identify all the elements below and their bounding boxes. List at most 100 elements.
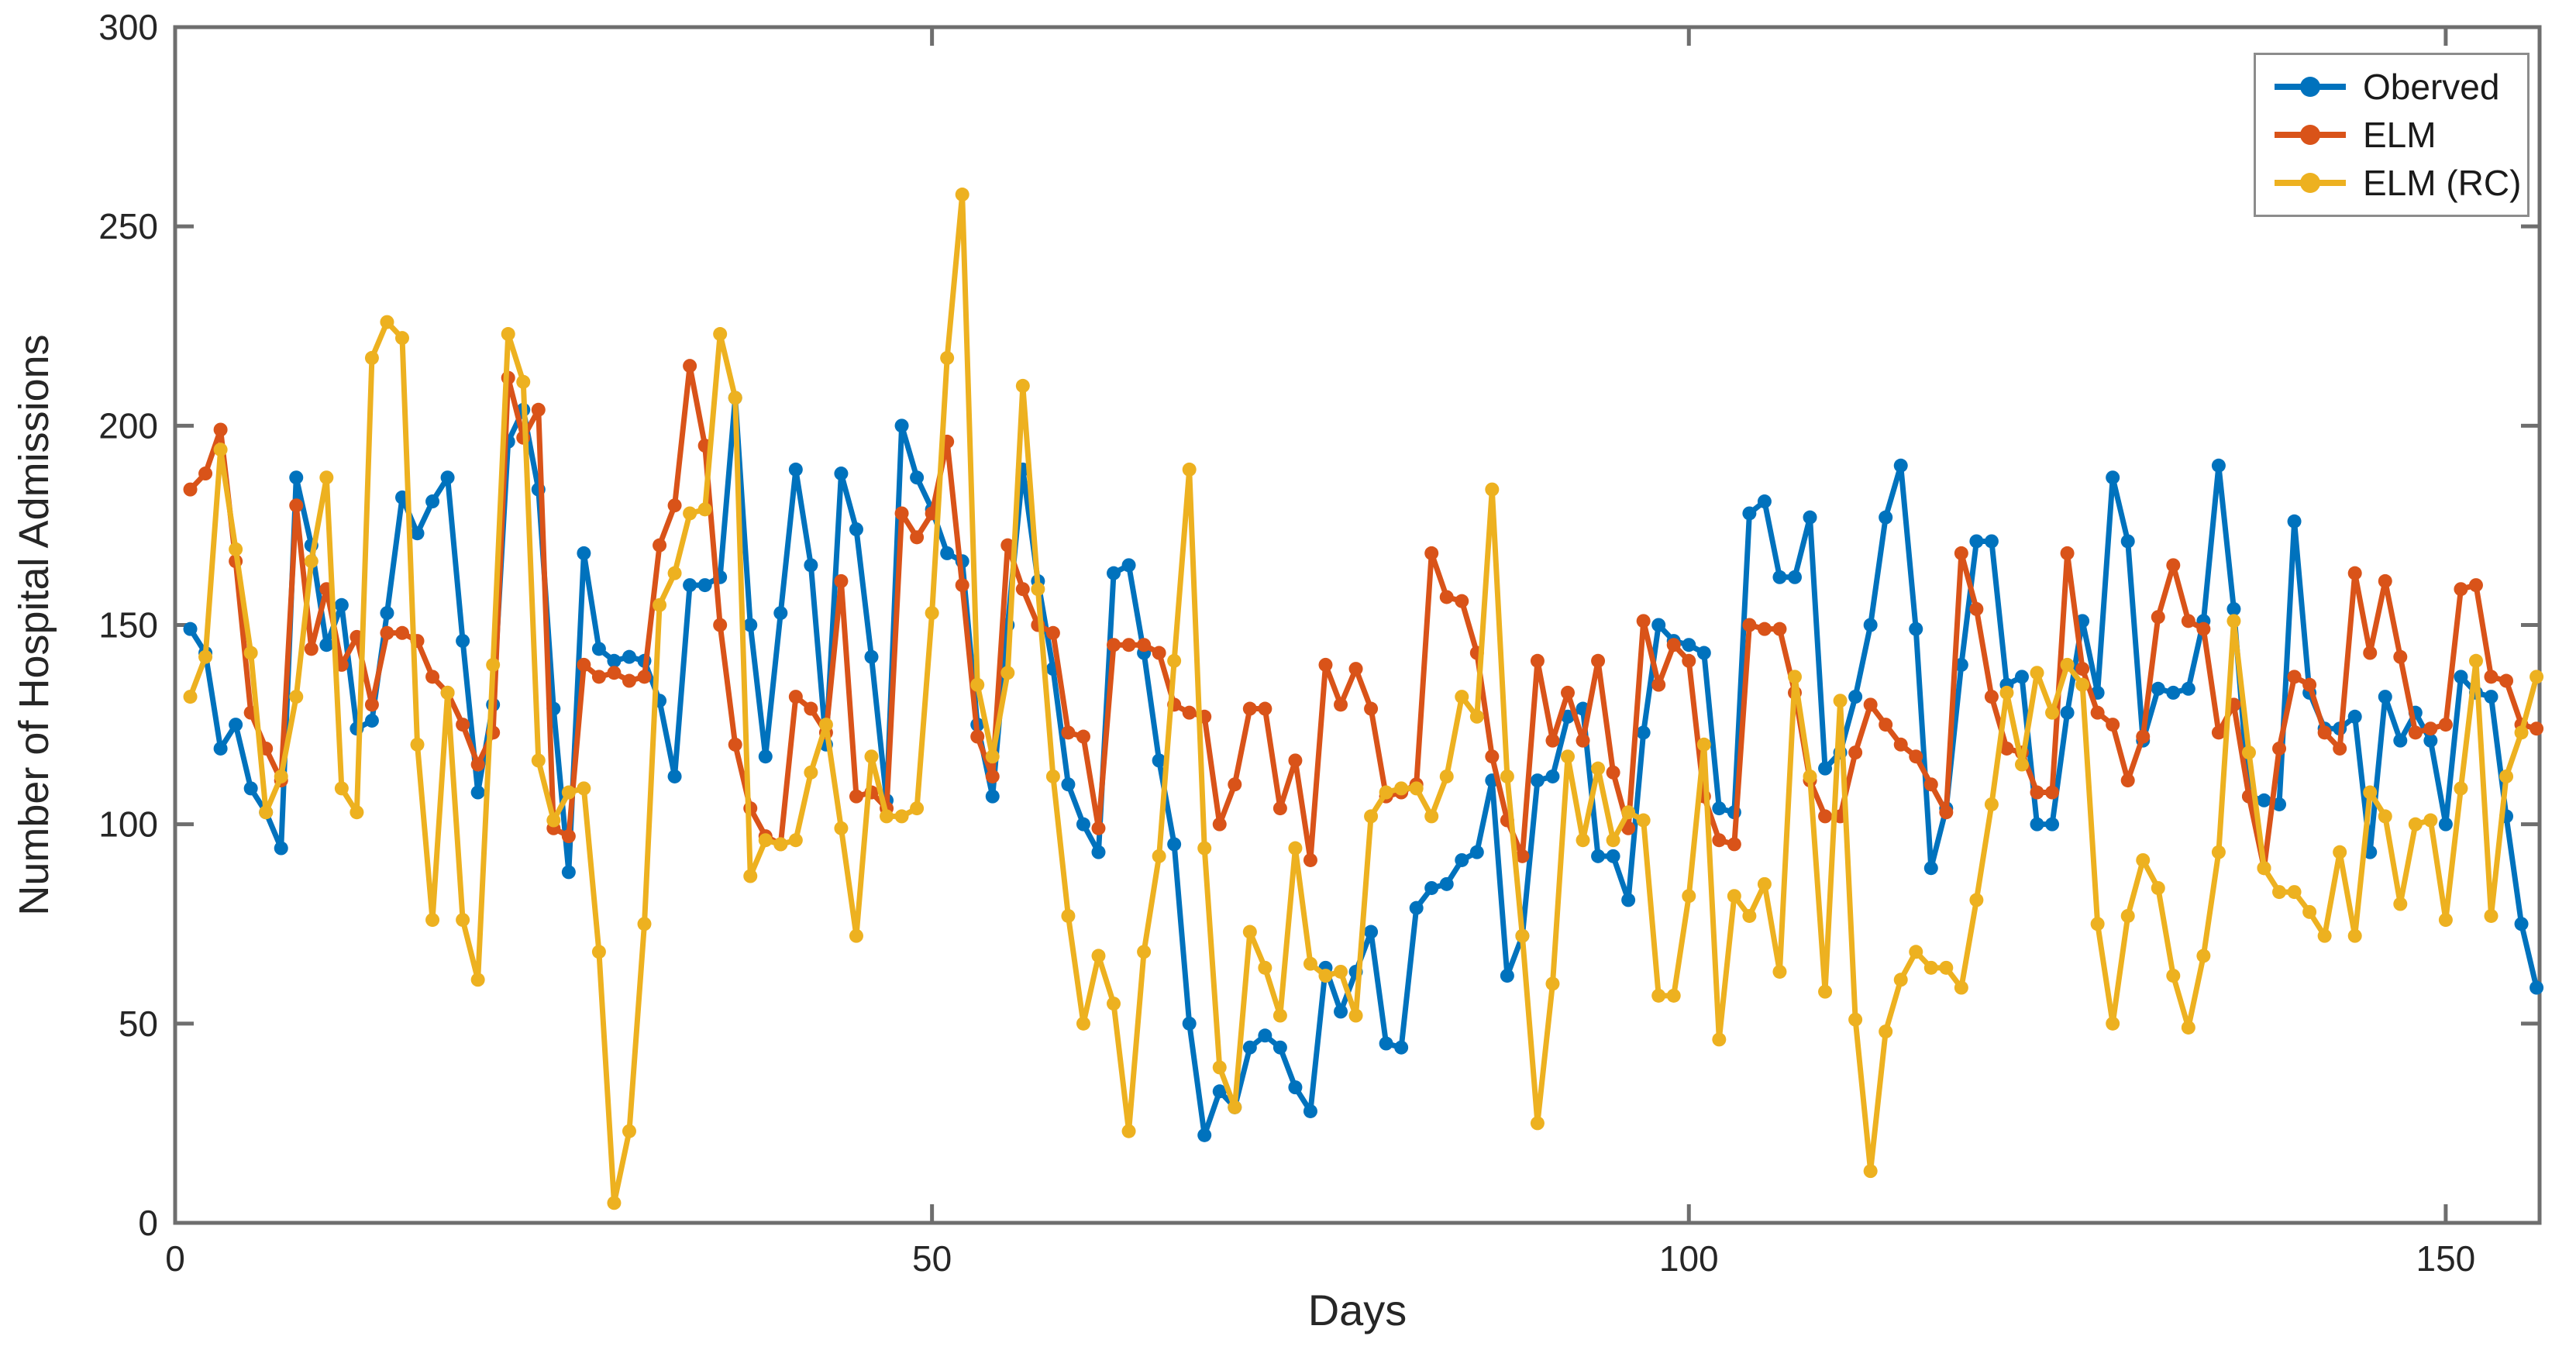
data-point: [637, 917, 652, 931]
data-point: [1772, 570, 1787, 584]
data-point: [1803, 769, 1817, 783]
data-point: [653, 597, 667, 612]
data-point: [1439, 876, 1454, 891]
data-point: [2257, 793, 2271, 807]
data-point: [229, 542, 243, 556]
data-point: [894, 506, 909, 521]
data-point: [213, 741, 228, 756]
data-point: [788, 690, 803, 704]
data-point: [229, 718, 243, 732]
legend-item-elm: ELM: [2275, 115, 2509, 155]
data-point: [2468, 653, 2483, 668]
data-point: [1439, 769, 1454, 783]
data-point: [910, 470, 925, 485]
data-point: [1682, 653, 1696, 668]
data-point: [1334, 697, 1348, 712]
data-point: [364, 350, 379, 365]
data-point: [2120, 534, 2135, 549]
data-point: [1364, 809, 1379, 824]
data-point: [788, 833, 803, 848]
data-point: [470, 757, 485, 772]
data-point: [2347, 709, 2362, 724]
data-point: [2241, 745, 2256, 760]
data-point: [1485, 482, 1500, 497]
data-point: [1803, 510, 1817, 525]
data-point: [864, 649, 879, 664]
data-point: [985, 749, 1000, 764]
data-point: [880, 809, 894, 824]
data-point: [743, 869, 758, 883]
data-point: [1682, 638, 1696, 653]
data-point: [894, 418, 909, 433]
data-point: [1485, 749, 1500, 764]
data-point: [243, 646, 258, 660]
data-point: [1242, 925, 1257, 939]
data-point: [1303, 1104, 1317, 1118]
data-point: [2393, 649, 2408, 664]
data-point: [1909, 749, 1923, 764]
data-point: [2317, 725, 2332, 740]
data-point: [1348, 662, 1363, 677]
data-point: [1863, 1164, 1878, 1179]
data-point: [1833, 694, 1848, 708]
data-point: [2272, 797, 2287, 811]
data-point: [818, 718, 833, 732]
data-point: [1621, 805, 1636, 820]
data-point: [2272, 741, 2287, 756]
data-point: [1015, 582, 1030, 597]
data-point: [1303, 852, 1317, 867]
data-point: [2272, 885, 2287, 900]
data-point: [274, 841, 288, 856]
data-point: [2454, 670, 2468, 684]
data-point: [394, 625, 409, 640]
data-point: [198, 467, 213, 481]
data-point: [1787, 670, 1802, 684]
data-point: [2106, 470, 2120, 485]
data-point: [1651, 677, 1666, 692]
data-point: [2287, 514, 2302, 529]
data-point: [849, 789, 863, 804]
data-point: [1318, 657, 1333, 672]
data-point: [2166, 558, 2181, 573]
data-point: [1621, 893, 1636, 907]
data-point: [289, 690, 304, 704]
data-point: [940, 350, 955, 365]
data-point: [501, 327, 515, 342]
data-point: [1121, 1124, 1136, 1138]
data-point: [2181, 614, 2195, 628]
data-point: [1045, 625, 1060, 640]
data-point: [2211, 458, 2226, 473]
data-point: [1455, 852, 1469, 867]
data-point: [728, 737, 742, 752]
data-point: [1561, 685, 1576, 700]
legend-item-observed: Oberved: [2275, 67, 2509, 107]
data-point: [1984, 534, 1999, 549]
data-point: [955, 188, 969, 202]
data-point: [925, 606, 939, 621]
elm-rc-line-swatch: [2275, 173, 2346, 193]
data-point: [1258, 701, 1273, 716]
data-point: [319, 470, 334, 485]
data-point: [1696, 737, 1711, 752]
legend-label-observed: Oberved: [2363, 66, 2500, 107]
data-point: [667, 498, 682, 513]
data-point: [1969, 601, 1984, 616]
data-point: [667, 566, 682, 580]
data-point: [1530, 1116, 1545, 1131]
data-point: [849, 928, 863, 943]
data-point: [1787, 570, 1802, 584]
data-point: [1242, 1040, 1257, 1055]
data-point: [410, 526, 425, 541]
data-point: [561, 865, 576, 880]
data-point: [1636, 813, 1651, 828]
x-axis-title: Days: [1308, 1286, 1407, 1334]
data-point: [1500, 969, 1514, 983]
y-axis-tick-label: 200: [98, 405, 158, 446]
data-point: [985, 789, 1000, 804]
data-point: [2499, 769, 2514, 783]
observed-line-swatch: [2275, 77, 2346, 97]
data-point: [2151, 610, 2165, 625]
data-point: [1712, 833, 1727, 848]
data-point: [243, 781, 258, 796]
